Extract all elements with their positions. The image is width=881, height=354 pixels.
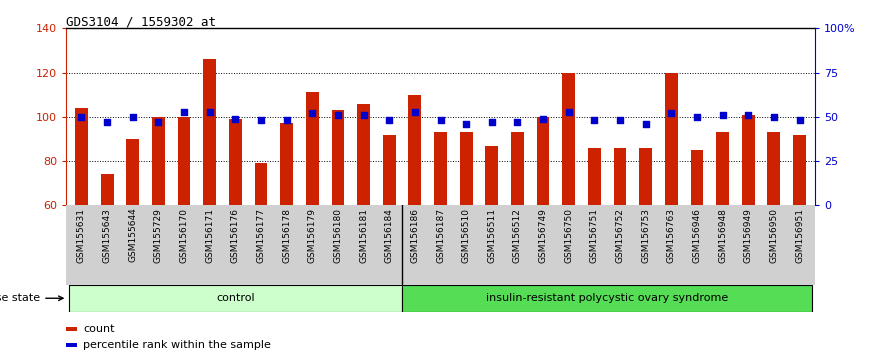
Bar bbox=[640, 148, 652, 205]
Text: GSM156179: GSM156179 bbox=[307, 208, 317, 263]
Point bbox=[279, 118, 293, 123]
Text: GSM156511: GSM156511 bbox=[487, 208, 496, 263]
Text: GSM156949: GSM156949 bbox=[744, 208, 752, 263]
Text: GSM156512: GSM156512 bbox=[513, 208, 522, 263]
Bar bbox=[691, 150, 703, 205]
Text: GSM156753: GSM156753 bbox=[641, 208, 650, 263]
Bar bbox=[434, 132, 447, 205]
Text: GSM156750: GSM156750 bbox=[564, 208, 574, 263]
Text: GSM156184: GSM156184 bbox=[385, 208, 394, 263]
Point bbox=[74, 114, 88, 120]
Point bbox=[254, 118, 268, 123]
Text: insulin-resistant polycystic ovary syndrome: insulin-resistant polycystic ovary syndr… bbox=[486, 293, 729, 303]
Bar bbox=[178, 117, 190, 205]
Bar bbox=[331, 110, 344, 205]
Point bbox=[382, 118, 396, 123]
Text: GSM156170: GSM156170 bbox=[180, 208, 189, 263]
Point bbox=[741, 112, 755, 118]
Bar bbox=[204, 59, 216, 205]
Bar bbox=[588, 148, 601, 205]
Point bbox=[664, 110, 678, 116]
Bar bbox=[100, 174, 114, 205]
Text: GSM155644: GSM155644 bbox=[129, 208, 137, 262]
Bar bbox=[229, 119, 241, 205]
Bar bbox=[409, 95, 421, 205]
Point bbox=[510, 119, 524, 125]
Point bbox=[177, 109, 191, 114]
Text: GSM156763: GSM156763 bbox=[667, 208, 676, 263]
Text: GSM156176: GSM156176 bbox=[231, 208, 240, 263]
Text: GSM156177: GSM156177 bbox=[256, 208, 265, 263]
Bar bbox=[75, 108, 88, 205]
Bar bbox=[537, 117, 550, 205]
Bar bbox=[562, 73, 575, 205]
Bar bbox=[280, 124, 293, 205]
Point bbox=[588, 118, 602, 123]
Point bbox=[485, 119, 499, 125]
Text: count: count bbox=[83, 324, 115, 334]
Text: GSM156749: GSM156749 bbox=[538, 208, 548, 263]
Point bbox=[536, 116, 550, 121]
Point bbox=[766, 114, 781, 120]
Bar bbox=[793, 135, 806, 205]
Text: GSM156751: GSM156751 bbox=[590, 208, 599, 263]
Bar bbox=[69, 285, 402, 312]
Point bbox=[715, 112, 729, 118]
Text: GSM156186: GSM156186 bbox=[411, 208, 419, 263]
Bar bbox=[357, 103, 370, 205]
Point bbox=[793, 118, 807, 123]
Bar bbox=[665, 73, 677, 205]
Bar bbox=[716, 132, 729, 205]
Text: GSM155729: GSM155729 bbox=[154, 208, 163, 263]
Point bbox=[100, 119, 115, 125]
Bar bbox=[152, 117, 165, 205]
Point bbox=[639, 121, 653, 127]
Bar bbox=[460, 132, 472, 205]
Text: GSM156171: GSM156171 bbox=[205, 208, 214, 263]
Bar bbox=[613, 148, 626, 205]
Text: control: control bbox=[216, 293, 255, 303]
Text: percentile rank within the sample: percentile rank within the sample bbox=[83, 340, 270, 350]
Text: GSM156187: GSM156187 bbox=[436, 208, 445, 263]
Text: GSM156948: GSM156948 bbox=[718, 208, 727, 263]
Text: GSM156946: GSM156946 bbox=[692, 208, 701, 263]
Point bbox=[228, 116, 242, 121]
Text: GSM155643: GSM155643 bbox=[102, 208, 112, 263]
Text: GSM156181: GSM156181 bbox=[359, 208, 368, 263]
Bar bbox=[511, 132, 524, 205]
Point bbox=[459, 121, 473, 127]
Bar bbox=[66, 327, 78, 331]
Text: GSM156180: GSM156180 bbox=[333, 208, 343, 263]
Text: GSM156510: GSM156510 bbox=[462, 208, 470, 263]
Bar bbox=[485, 145, 498, 205]
Point bbox=[305, 110, 319, 116]
Point bbox=[408, 109, 422, 114]
Text: GSM156950: GSM156950 bbox=[769, 208, 779, 263]
Text: GSM155631: GSM155631 bbox=[77, 208, 86, 263]
Text: GSM156178: GSM156178 bbox=[282, 208, 291, 263]
Point bbox=[433, 118, 448, 123]
Point bbox=[357, 112, 371, 118]
Point bbox=[562, 109, 576, 114]
Bar bbox=[126, 139, 139, 205]
Bar bbox=[306, 92, 319, 205]
Text: disease state: disease state bbox=[0, 293, 63, 303]
Text: GSM156951: GSM156951 bbox=[795, 208, 804, 263]
Bar bbox=[66, 343, 78, 347]
Bar bbox=[742, 115, 755, 205]
Text: GDS3104 / 1559302_at: GDS3104 / 1559302_at bbox=[66, 15, 216, 28]
Point bbox=[152, 119, 166, 125]
Bar bbox=[402, 285, 812, 312]
Point bbox=[331, 112, 345, 118]
Point bbox=[690, 114, 704, 120]
Bar bbox=[767, 132, 781, 205]
Text: GSM156752: GSM156752 bbox=[616, 208, 625, 263]
Point bbox=[613, 118, 627, 123]
Bar bbox=[255, 163, 268, 205]
Point bbox=[126, 114, 140, 120]
Bar bbox=[383, 135, 396, 205]
Point bbox=[203, 109, 217, 114]
